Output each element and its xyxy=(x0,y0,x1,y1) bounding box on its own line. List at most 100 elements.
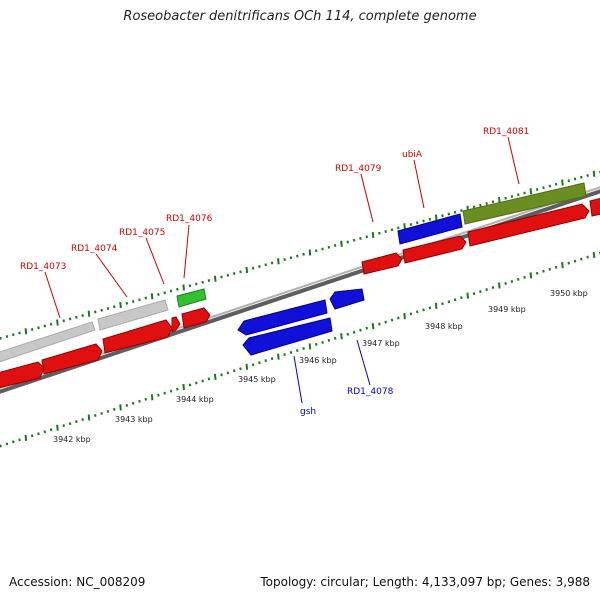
major-tick xyxy=(498,282,501,289)
reverse-gene-arrow[interactable] xyxy=(237,299,328,336)
minor-tick xyxy=(258,265,261,268)
scale-label: 3950 kbp xyxy=(550,289,588,298)
minor-tick xyxy=(0,444,2,448)
minor-tick xyxy=(390,228,394,232)
major-tick xyxy=(340,333,343,340)
upper-tick-track xyxy=(0,170,600,340)
minor-tick xyxy=(37,326,40,330)
major-tick xyxy=(498,196,501,204)
gene-label-RD1_4079[interactable]: RD1_4079 xyxy=(335,164,382,174)
minor-tick xyxy=(68,422,72,426)
grey-feature-1[interactable] xyxy=(0,321,96,365)
scale-labels: 3942 kbp 3943 kbp 3944 kbp 3945 kbp 3946… xyxy=(53,289,588,444)
minor-tick xyxy=(516,277,520,281)
minor-tick xyxy=(157,393,160,397)
gene-label-RD1_4075[interactable]: RD1_4075 xyxy=(119,228,165,238)
major-tick xyxy=(24,328,28,335)
minor-tick xyxy=(144,397,148,401)
forward-gene-arrow[interactable] xyxy=(102,319,173,354)
minor-tick xyxy=(523,191,526,195)
green-feature[interactable] xyxy=(176,288,207,308)
scale-label: 3947 kbp xyxy=(362,339,400,348)
forward-gene-arrow[interactable] xyxy=(171,316,181,333)
blue-feature-ubiA[interactable] xyxy=(397,213,463,245)
major-tick xyxy=(150,394,154,401)
gene-label-RD1_4081[interactable]: RD1_4081 xyxy=(483,127,529,137)
minor-tick xyxy=(352,238,356,242)
major-tick xyxy=(182,284,185,291)
minor-tick xyxy=(535,188,539,191)
major-tick xyxy=(277,353,280,360)
minor-tick xyxy=(491,286,495,290)
minor-tick xyxy=(49,322,53,326)
minor-tick xyxy=(573,259,577,263)
minor-tick xyxy=(428,306,432,310)
minor-tick xyxy=(207,377,211,381)
minor-tick xyxy=(251,266,255,270)
minor-tick xyxy=(567,261,571,265)
forward-gene-arrow[interactable] xyxy=(589,196,600,217)
minor-tick xyxy=(43,324,47,328)
minor-tick xyxy=(163,291,167,295)
forward-gene-arrow[interactable] xyxy=(0,361,45,390)
gene-label-gsh[interactable]: gsh xyxy=(300,407,316,417)
minor-tick xyxy=(11,333,15,337)
minor-tick xyxy=(504,196,507,200)
gene-label-RD1_4078[interactable]: RD1_4078 xyxy=(347,387,394,397)
major-tick xyxy=(529,272,533,279)
minor-tick xyxy=(169,389,173,393)
gene-label-RD1_4076[interactable]: RD1_4076 xyxy=(166,214,213,224)
scale-label: 3949 kbp xyxy=(488,305,526,314)
minor-tick xyxy=(106,307,110,310)
scale-label: 3942 kbp xyxy=(53,435,91,444)
major-tick xyxy=(87,310,91,317)
minor-tick xyxy=(163,391,167,395)
scale-label: 3945 kbp xyxy=(238,375,276,384)
major-tick xyxy=(213,275,217,282)
minor-tick xyxy=(5,335,9,338)
minor-tick xyxy=(384,320,387,324)
major-tick xyxy=(24,434,28,441)
minor-tick xyxy=(346,240,350,244)
minor-tick xyxy=(321,247,324,251)
minor-tick xyxy=(239,270,242,274)
reverse-gene-arrow[interactable] xyxy=(242,317,333,356)
gene-label-RD1_4074[interactable]: RD1_4074 xyxy=(71,244,118,254)
minor-tick xyxy=(131,401,135,405)
minor-tick xyxy=(144,296,148,300)
minor-tick xyxy=(479,203,482,207)
forward-gene-arrow[interactable] xyxy=(402,235,467,264)
forward-gene-arrow[interactable] xyxy=(467,203,590,247)
grey-feature-2[interactable] xyxy=(97,299,169,331)
major-tick xyxy=(403,223,406,230)
minor-tick xyxy=(384,230,387,233)
major-tick xyxy=(308,249,312,256)
gene-label-ubiA[interactable]: ubiA xyxy=(402,150,423,160)
forward-gene-arrow[interactable] xyxy=(361,252,403,275)
minor-tick xyxy=(18,331,21,335)
olive-feature[interactable] xyxy=(462,182,587,225)
minor-tick xyxy=(302,346,305,350)
gene-label-RD1_4073[interactable]: RD1_4073 xyxy=(20,262,66,272)
major-tick xyxy=(529,188,533,195)
minor-tick xyxy=(485,202,488,205)
forward-gene-arrow[interactable] xyxy=(41,343,103,375)
minor-tick xyxy=(264,359,268,363)
minor-tick xyxy=(94,414,97,417)
minor-tick xyxy=(81,314,84,317)
reverse-gene-arrow[interactable] xyxy=(329,288,365,310)
minor-tick xyxy=(258,361,261,365)
forward-gene-arrow[interactable] xyxy=(181,307,211,329)
minor-tick xyxy=(18,438,21,442)
minor-tick xyxy=(176,387,179,391)
minor-tick xyxy=(30,434,34,438)
minor-tick xyxy=(232,369,236,373)
major-tick xyxy=(434,214,438,221)
major-tick xyxy=(371,323,375,330)
minor-tick xyxy=(30,328,34,331)
minor-tick xyxy=(75,420,78,424)
minor-tick xyxy=(491,200,495,204)
minor-tick xyxy=(365,235,369,239)
minor-tick xyxy=(422,219,425,223)
